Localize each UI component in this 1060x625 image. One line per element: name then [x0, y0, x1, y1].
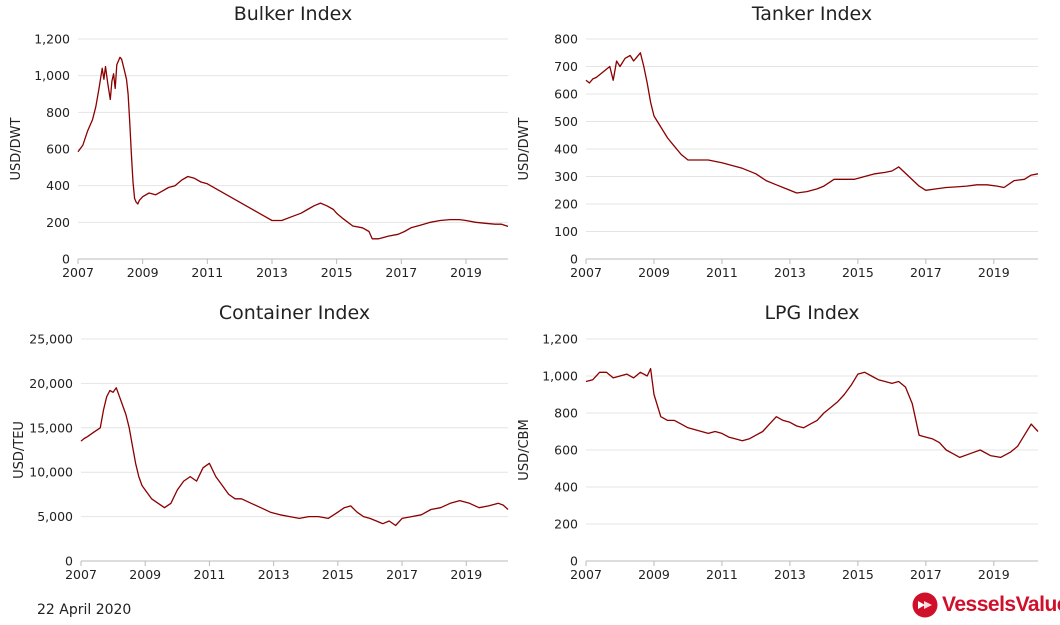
y-tick-label: 200 — [46, 215, 70, 230]
y-tick-label: 0 — [570, 252, 578, 267]
series-line-group — [77, 56, 509, 240]
y-tick-label: 700 — [554, 59, 578, 74]
chart-title: LPG Index — [764, 302, 859, 324]
series-line — [585, 52, 1039, 194]
y-tick-label: 5,000 — [37, 509, 73, 524]
x-tick-label: 2019 — [978, 567, 1010, 582]
report-date: 22 April 2020 — [37, 602, 132, 618]
y-axis-label: USD/TEU — [12, 421, 27, 479]
series-line-group — [80, 387, 509, 527]
x-tick-label: 2009 — [638, 567, 670, 582]
x-tick-label: 2015 — [842, 265, 874, 280]
y-tick-labels: 0 100 200 300 400 500 600 700 800 — [554, 32, 578, 267]
chart-title: Container Index — [219, 302, 370, 324]
y-tick-label: 1,000 — [34, 68, 70, 83]
series-line — [80, 387, 509, 527]
x-tick-label: 2011 — [706, 567, 738, 582]
gridlines — [586, 338, 1038, 562]
y-tick-label: 600 — [554, 443, 578, 458]
x-tick-label: 2013 — [258, 567, 290, 582]
brand-logo: VesselsValue — [912, 590, 1060, 620]
y-tick-label: 800 — [554, 406, 578, 421]
x-tick-label: 2007 — [65, 567, 97, 582]
series-line — [585, 367, 1039, 459]
x-tick-label: 2019 — [450, 265, 482, 280]
x-tick-label: 2015 — [842, 567, 874, 582]
y-axis-label: USD/CBM — [517, 419, 532, 480]
y-tick-labels: 0 200 400 600 800 1,000 1,200 — [34, 32, 70, 267]
y-axis-label: USD/DWT — [9, 117, 24, 180]
vesselsvalue-logo-icon — [912, 592, 938, 618]
y-tick-label: 100 — [554, 224, 578, 239]
y-tick-label: 1,200 — [542, 332, 578, 347]
container-index-chart: Container Index USD/TEU 0 5,000 10,000 15,0… — [12, 302, 509, 582]
chart-title: Bulker Index — [234, 3, 353, 25]
y-tick-label: 600 — [46, 142, 70, 157]
x-tick-labels: 2007 2009 2011 2013 2015 2017 2019 — [570, 561, 1010, 582]
series-line-group — [585, 52, 1039, 194]
x-tick-label: 2009 — [129, 567, 161, 582]
x-tick-label: 2015 — [321, 265, 353, 280]
y-tick-label: 400 — [554, 480, 578, 495]
x-tick-label: 2009 — [127, 265, 159, 280]
y-tick-label: 300 — [554, 169, 578, 184]
x-tick-label: 2013 — [256, 265, 288, 280]
chart-title: Tanker Index — [751, 3, 872, 25]
x-tick-label: 2017 — [910, 567, 942, 582]
y-tick-label: 0 — [62, 252, 70, 267]
y-tick-label: 0 — [65, 554, 73, 569]
bulker-index-chart: Bulker Index USD/DWT 0 200 400 600 800 1,000 1… — [9, 3, 509, 280]
y-tick-label: 500 — [554, 114, 578, 129]
x-tick-label: 2013 — [774, 265, 806, 280]
series-line-group — [585, 367, 1039, 459]
y-tick-label: 200 — [554, 197, 578, 212]
x-tick-label: 2011 — [194, 567, 226, 582]
x-tick-label: 2007 — [570, 265, 602, 280]
y-axis-label: USD/DWT — [517, 117, 532, 180]
x-tick-label: 2015 — [322, 567, 354, 582]
tanker-index-chart: Tanker Index USD/DWT 0 100 200 300 400 500 600… — [517, 3, 1039, 280]
x-tick-labels: 2007 2009 2011 2013 2015 2017 2019 — [62, 259, 482, 280]
brand-name: VesselsValue — [942, 593, 1060, 616]
y-tick-label: 1,200 — [34, 32, 70, 47]
y-tick-label: 600 — [554, 87, 578, 102]
x-tick-label: 2007 — [570, 567, 602, 582]
x-tick-label: 2011 — [706, 265, 738, 280]
gridlines — [586, 38, 1038, 260]
y-tick-label: 200 — [554, 517, 578, 532]
y-tick-label: 20,000 — [29, 376, 73, 391]
y-tick-label: 0 — [570, 554, 578, 569]
x-tick-label: 2017 — [910, 265, 942, 280]
x-tick-label: 2017 — [385, 265, 417, 280]
y-tick-label: 25,000 — [29, 332, 73, 347]
y-tick-label: 400 — [46, 178, 70, 193]
gridlines — [81, 338, 508, 562]
y-tick-label: 15,000 — [29, 420, 73, 435]
x-tick-label: 2019 — [450, 567, 482, 582]
series-line — [77, 56, 509, 240]
y-tick-label: 800 — [554, 32, 578, 47]
lpg-index-chart: LPG Index USD/CBM 0 200 400 600 800 1,000 1,20… — [517, 302, 1039, 582]
x-tick-labels: 2007 2009 2011 2013 2015 2017 2019 — [65, 561, 482, 582]
y-tick-labels: 0 5,000 10,000 15,000 20,000 25,000 — [29, 332, 73, 569]
y-tick-label: 10,000 — [29, 465, 73, 480]
x-tick-label: 2011 — [191, 265, 223, 280]
gridlines — [78, 38, 508, 260]
y-tick-label: 1,000 — [542, 369, 578, 384]
x-tick-label: 2019 — [978, 265, 1010, 280]
y-tick-labels: 0 200 400 600 800 1,000 1,200 — [542, 332, 578, 569]
x-tick-label: 2009 — [638, 265, 670, 280]
x-tick-label: 2013 — [774, 567, 806, 582]
y-tick-label: 800 — [46, 105, 70, 120]
x-tick-label: 2017 — [386, 567, 418, 582]
x-tick-label: 2007 — [62, 265, 94, 280]
y-tick-label: 400 — [554, 142, 578, 157]
x-tick-labels: 2007 2009 2011 2013 2015 2017 2019 — [570, 259, 1010, 280]
